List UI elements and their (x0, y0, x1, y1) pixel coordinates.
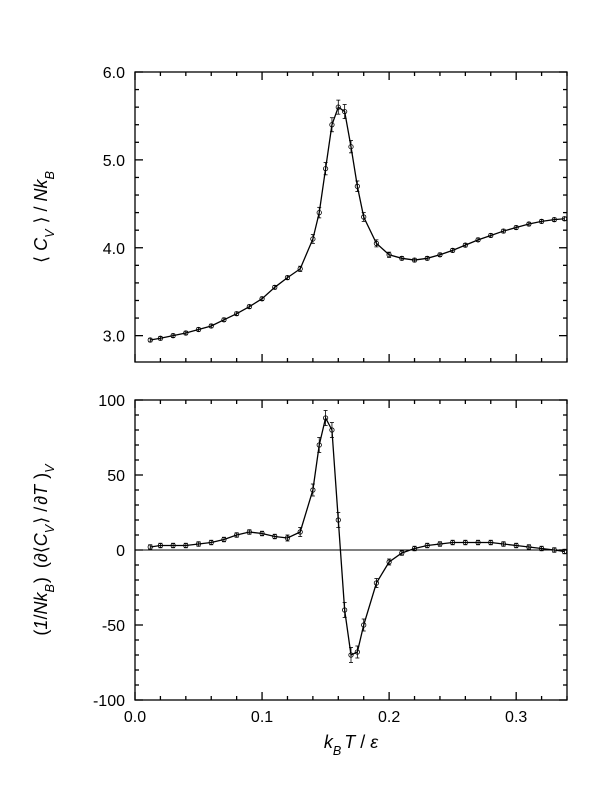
svg-text:0.0: 0.0 (124, 709, 146, 726)
top-y-axis-label: ⟨ CV ⟩ / NkB (31, 171, 57, 263)
svg-text:-50: -50 (102, 618, 125, 635)
figure: 3.0 4.0 5.0 6.0 0.0 0.1 0.2 0.3 -100 -50 0 50 100 kBT… (0, 0, 612, 792)
svg-text:3.0: 3.0 (103, 329, 125, 346)
svg-text:100: 100 (98, 393, 125, 410)
svg-text:(1/NkB) (∂⟨CV⟩ /∂T )V: (1/NkB) (∂⟨CV⟩ /∂T )V (31, 463, 57, 636)
svg-text:0.3: 0.3 (505, 709, 527, 726)
svg-text:0.1: 0.1 (251, 709, 273, 726)
svg-text:6.0: 6.0 (103, 65, 125, 82)
svg-text:-100: -100 (93, 693, 125, 710)
x-axis-label: kBT / ε (324, 732, 379, 758)
svg-text:4.0: 4.0 (103, 241, 125, 258)
svg-text:5.0: 5.0 (103, 153, 125, 170)
svg-text:kBT / ε: kBT / ε (324, 732, 379, 758)
svg-text:⟨ CV ⟩ / NkB: ⟨ CV ⟩ / NkB (31, 171, 57, 263)
svg-text:0: 0 (116, 543, 125, 560)
svg-text:0.2: 0.2 (378, 709, 400, 726)
svg-text:50: 50 (107, 468, 125, 485)
bottom-y-axis-label: (1/NkB) (∂⟨CV⟩ /∂T )V (31, 463, 57, 636)
